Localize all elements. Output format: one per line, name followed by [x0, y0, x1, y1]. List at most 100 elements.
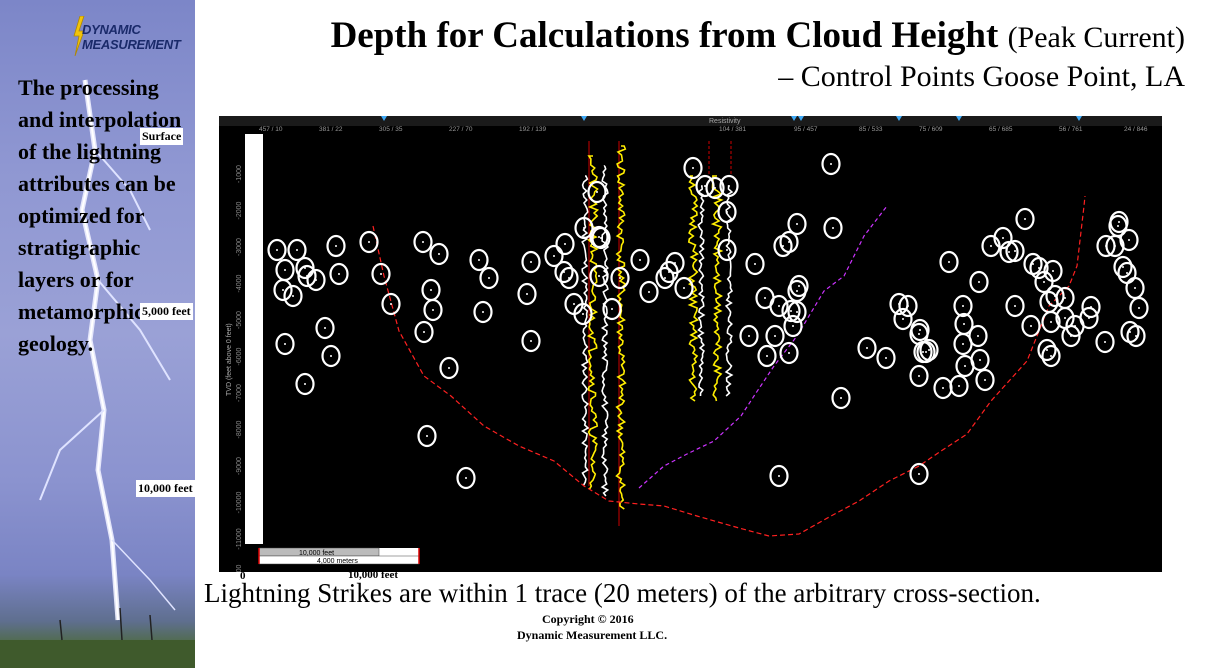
y-axis-tick-label: -6000	[236, 347, 243, 365]
lightning-strike-marker	[287, 238, 307, 262]
scale-end-label: 10,000 feet	[348, 569, 399, 581]
lightning-strike-marker	[919, 338, 939, 362]
well-marker-icon	[791, 116, 797, 121]
lightning-strike-dot	[276, 249, 278, 251]
lightning-strike-dot	[796, 311, 798, 313]
lightning-strike-dot	[598, 236, 600, 238]
lightning-strike-marker	[823, 216, 843, 240]
well-marker-icon	[1076, 116, 1082, 121]
lightning-strike-dot	[919, 329, 921, 331]
lightning-strike-dot	[788, 352, 790, 354]
top-axis-tick-label: 65 / 685	[989, 126, 1013, 133]
y-axis-label: TVD (feet above 0 feet)	[226, 323, 233, 396]
scale-bar-feet-label: 10,000 feet	[299, 550, 334, 557]
copyright-line-1: Copyright © 2016	[542, 612, 634, 626]
left-white-strip	[245, 134, 263, 544]
lightning-strike-dot	[1030, 325, 1032, 327]
lightning-strike-marker	[429, 242, 449, 266]
sidebar-description: The processing and interpolation of the …	[18, 75, 182, 356]
lightning-strike-marker	[283, 284, 303, 308]
lightning-strike-dot	[1134, 287, 1136, 289]
lightning-strike-dot	[284, 269, 286, 271]
lightning-strike-dot	[465, 477, 467, 479]
lightning-strike-marker	[371, 262, 391, 286]
lightning-strike-dot	[482, 311, 484, 313]
top-axis-tick-label: 192 / 139	[519, 126, 546, 133]
lightning-strike-marker	[381, 292, 401, 316]
lightning-strike-marker	[602, 297, 622, 321]
well-marker-icon	[381, 116, 387, 121]
horizon-red	[372, 195, 1086, 537]
caption: Lightning Strikes are within 1 trace (20…	[204, 578, 1041, 608]
lightning-strike-marker	[517, 282, 537, 306]
top-axis-tick-label: 75 / 609	[919, 126, 943, 133]
cross-section-plot[interactable]: Resistivity 457 / 10 381 / 22 305 / 35 227 …	[219, 116, 1162, 572]
lightning-strike-dot	[315, 279, 317, 281]
lightning-strike-marker	[1021, 314, 1041, 338]
y-axis-tick-label: -10000	[236, 491, 243, 513]
lightning-strike-marker	[821, 152, 841, 176]
lightning-strike-dot	[438, 253, 440, 255]
page-subtitle: – Control Points Goose Point, LA	[778, 60, 1185, 93]
lightning-strike-dot	[1128, 239, 1130, 241]
lightning-strike-marker	[993, 226, 1013, 250]
lightning-strike-marker	[329, 262, 349, 286]
lightning-strike-dot	[990, 245, 992, 247]
lightning-strike-marker	[769, 464, 789, 488]
lightning-strike-dot	[748, 335, 750, 337]
lightning-strike-marker	[909, 462, 929, 486]
lightning-strike-marker	[439, 356, 459, 380]
lightning-strike-marker	[1105, 234, 1125, 258]
lightning-strike-dot	[674, 262, 676, 264]
lightning-strike-dot	[1024, 218, 1026, 220]
copyright-line-2: Dynamic Measurement LLC.	[517, 628, 668, 642]
lightning-strike-dot	[639, 259, 641, 261]
lightning-strike-dot	[564, 243, 566, 245]
lightning-strike-dot	[488, 277, 490, 279]
lightning-strike-dot	[1038, 267, 1040, 269]
lightning-strike-dot	[600, 237, 602, 239]
cross-section-svg: Resistivity 457 / 10 381 / 22 305 / 35 227 …	[219, 116, 1162, 572]
lightning-strike-marker	[893, 307, 913, 331]
lightning-strike-marker	[1129, 296, 1149, 320]
well-marker-icon	[798, 116, 804, 121]
lightning-strike-marker	[1081, 295, 1101, 319]
lightning-strike-dot	[902, 318, 904, 320]
lightning-strike-marker	[757, 344, 777, 368]
lightning-strike-marker	[1037, 338, 1057, 362]
lightning-strike-dot	[530, 261, 532, 263]
logo-line-2: MEASUREMENT	[82, 37, 181, 52]
lightning-strike-marker	[769, 294, 789, 318]
well-log-yellow	[615, 145, 627, 510]
depth-label-10000: 10,000 feet	[136, 480, 195, 497]
top-axis-tick-label: 104 / 381	[719, 126, 746, 133]
lightning-strike-marker	[831, 386, 851, 410]
lightning-strike-dot	[582, 313, 584, 315]
lightning-strike-marker	[787, 212, 807, 236]
lightning-strike-marker	[898, 294, 918, 318]
lightning-strike-dot	[553, 255, 555, 257]
lightning-strike-dot	[530, 340, 532, 342]
lightning-strike-marker	[423, 298, 443, 322]
lightning-strike-dot	[1104, 341, 1106, 343]
lightning-strike-marker	[275, 332, 295, 356]
lightning-strike-marker	[739, 324, 759, 348]
well-log-yellow	[710, 175, 724, 402]
lightning-strike-dot	[1046, 349, 1048, 351]
lightning-strike-dot	[423, 331, 425, 333]
lightning-strike-marker	[359, 230, 379, 254]
y-axis-tick-label: -11000	[236, 528, 243, 549]
lightning-strikes	[267, 152, 1149, 490]
lightning-strike-dot	[526, 293, 528, 295]
top-axis-tick-label: 227 / 70	[449, 126, 473, 133]
lightning-strike-dot	[778, 475, 780, 477]
lightning-strike-dot	[426, 435, 428, 437]
lightning-strike-dot	[598, 275, 600, 277]
lightning-strike-dot	[1118, 221, 1120, 223]
lightning-strike-marker	[975, 368, 995, 392]
y-axis-tick-label: -8000	[236, 420, 243, 438]
lightning-strike-dot	[885, 357, 887, 359]
lightning-strike-marker	[574, 216, 594, 240]
lightning-strike-dot	[925, 351, 927, 353]
well-log-yellow	[586, 155, 600, 490]
